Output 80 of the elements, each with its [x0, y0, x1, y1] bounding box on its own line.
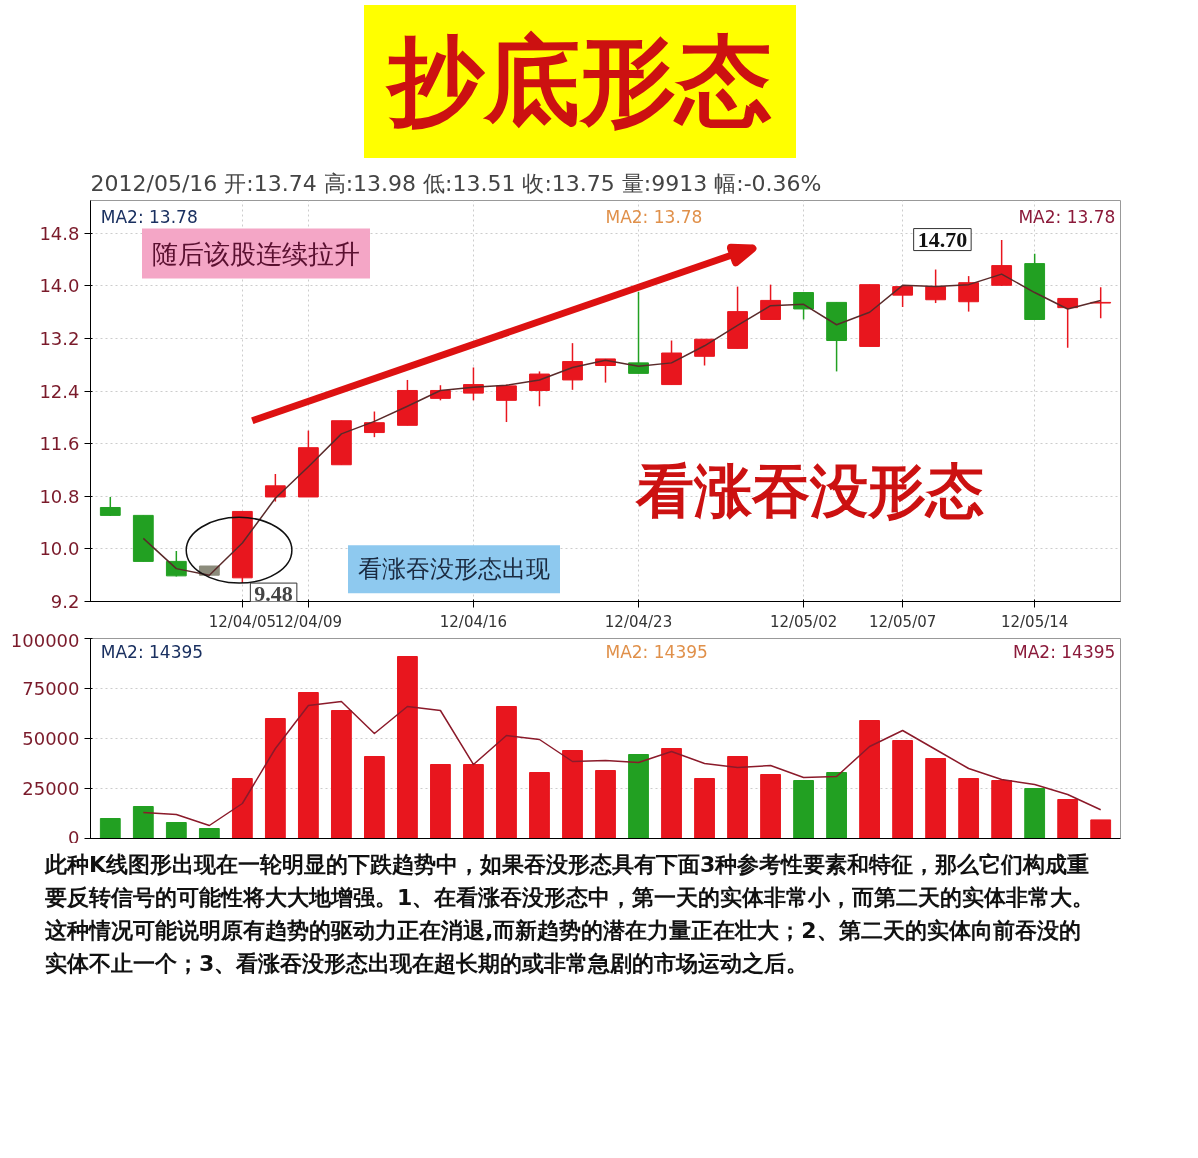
- bar: [463, 764, 484, 839]
- y-tick-label: 75000: [22, 678, 80, 700]
- y-tick-label: 12.4: [39, 380, 80, 402]
- bar: [364, 756, 385, 839]
- y-tick-label: 50000: [22, 728, 80, 750]
- annotation: MA2: 14395: [605, 641, 708, 662]
- bar: [198, 828, 220, 839]
- bar: [595, 770, 616, 839]
- bar: [297, 692, 319, 839]
- bar: [496, 706, 517, 839]
- bar: [562, 750, 583, 839]
- bar: [529, 772, 550, 839]
- y-tick-label: 14.8: [39, 223, 80, 245]
- y-tick-label: 25000: [22, 778, 80, 800]
- candlestick: [925, 268, 947, 304]
- x-tick-label: 12/05/14: [1000, 612, 1069, 631]
- annotation: MA2: 14395: [100, 641, 204, 662]
- bar: [859, 720, 881, 839]
- candlestick: [760, 284, 781, 321]
- candlestick: [562, 342, 583, 391]
- y-tick-label: 14.0: [39, 275, 80, 297]
- bar: [1024, 788, 1046, 839]
- bar: [1090, 819, 1112, 839]
- chart-subtitle: 2012/05/16 开:13.74 高:13.98 低:13.51 收:13.75 量:9913 幅:-0.36%: [90, 170, 822, 196]
- bar: [430, 764, 451, 839]
- y-tick-label: 10.8: [39, 485, 80, 507]
- candlestick: [958, 275, 980, 313]
- bar: [661, 748, 682, 839]
- y-tick-label: 0: [68, 826, 80, 848]
- annotation: MA2: 13.78: [605, 206, 703, 227]
- x-tick-label: 12/04/16: [439, 612, 508, 631]
- bar: [892, 740, 914, 839]
- bar: [793, 780, 814, 839]
- x-tick-label: 12/05/02: [769, 612, 838, 631]
- bar: [132, 806, 154, 839]
- y-tick-label: 13.2: [39, 328, 80, 350]
- x-tick-label: 12/04/09: [274, 612, 343, 631]
- candlestick: [264, 473, 286, 503]
- x-tick-label: 12/04/05: [208, 612, 277, 631]
- text: 此种K线图形出现在一轮明显的下跌趋势中，如果吞没形态具有下面3种参考性要素和特征，那么它们构成重要反转信号的可能性将大大地增强。1、在看涨吞没形态中，第一天的实体非常小，而第二天的实体非常大。这种情况可能说明原有趋势的驱动力正在消退,而新趋势的潜在力量正在壮大；2、第二天的实体向前吞没的实体不止一个；3、看涨吞没形态出现在超长期的或非常急剧的市场运动之后。: [43, 851, 1095, 979]
- y-tick-label: 100000: [10, 629, 80, 651]
- bar: [1057, 799, 1079, 839]
- candlestick: [364, 410, 385, 439]
- y-tick-label: 11.6: [39, 433, 80, 455]
- annotation: 看涨吞没形态出现: [358, 555, 550, 584]
- candlestick: [793, 291, 814, 321]
- candlestick: [165, 550, 187, 578]
- x-tick-label: 12/05/07: [868, 612, 937, 631]
- line-series: [142, 700, 1102, 827]
- candlestick: [694, 338, 715, 367]
- y-tick-label: 10.0: [39, 538, 80, 560]
- x-tick-label: 12/04/23: [604, 612, 673, 631]
- candlestick: [628, 291, 649, 375]
- annotation: MA2: 13.78: [1018, 206, 1116, 227]
- bar: [231, 778, 253, 839]
- bar: [264, 718, 286, 839]
- candlestick: [496, 383, 517, 423]
- bar: [826, 772, 847, 839]
- bar: [99, 818, 121, 839]
- annotation: 看涨吞没形态: [635, 457, 985, 526]
- annotation: 14.70: [917, 226, 968, 252]
- annotation: 9.48: [254, 581, 293, 607]
- annotation: MA2: 14395: [1013, 641, 1116, 662]
- bar: [628, 754, 649, 839]
- annotation: MA2: 13.78: [100, 206, 198, 227]
- candlestick: [892, 286, 914, 308]
- bar: [760, 774, 781, 839]
- bar: [397, 656, 418, 839]
- bar: [165, 822, 187, 839]
- bar: [727, 756, 748, 839]
- annotation: 随后该股连续拉升: [152, 238, 360, 269]
- bar: [925, 758, 947, 839]
- chart-title: 抄底形态: [364, 5, 796, 159]
- candlestick: [529, 370, 550, 408]
- y-tick-label: 9.2: [50, 591, 80, 613]
- bar: [694, 778, 715, 839]
- bar: [330, 710, 352, 839]
- bar: [958, 778, 980, 839]
- bar: [991, 780, 1013, 839]
- candlestick: [1090, 286, 1112, 320]
